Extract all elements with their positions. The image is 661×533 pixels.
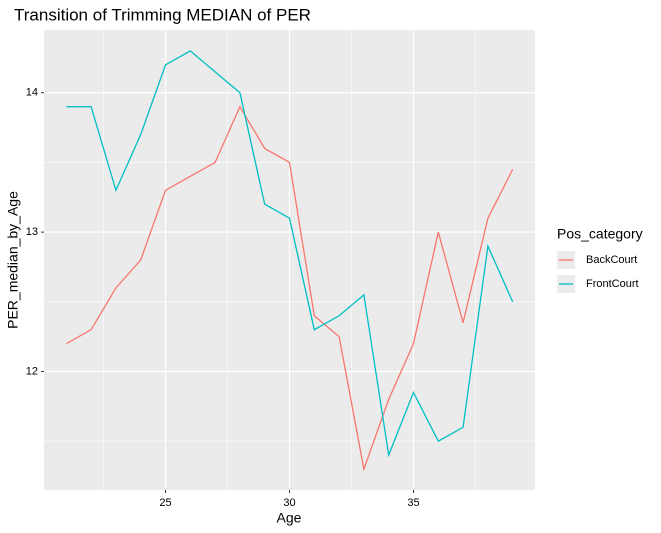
y-axis-title: PER_median_by_Age: [5, 191, 21, 329]
legend-label: FrontCourt: [586, 278, 639, 290]
chart-title: Transition of Trimming MEDIAN of PER: [14, 5, 311, 24]
series-line: [65, 105, 514, 472]
grid: [44, 30, 535, 490]
x-tick-label: 30: [283, 497, 295, 509]
y-tick-label: 14: [26, 87, 38, 99]
legend-title: Pos_category: [557, 226, 643, 242]
x-axis-title: Age: [277, 510, 302, 526]
x-tick-label: 25: [159, 497, 171, 509]
y-tick-label: 12: [26, 365, 38, 377]
legend-label: BackCourt: [586, 254, 637, 266]
series-line: [66, 50, 514, 458]
x-tick-label: 35: [407, 497, 419, 509]
y-tick-label: 13: [26, 226, 38, 238]
